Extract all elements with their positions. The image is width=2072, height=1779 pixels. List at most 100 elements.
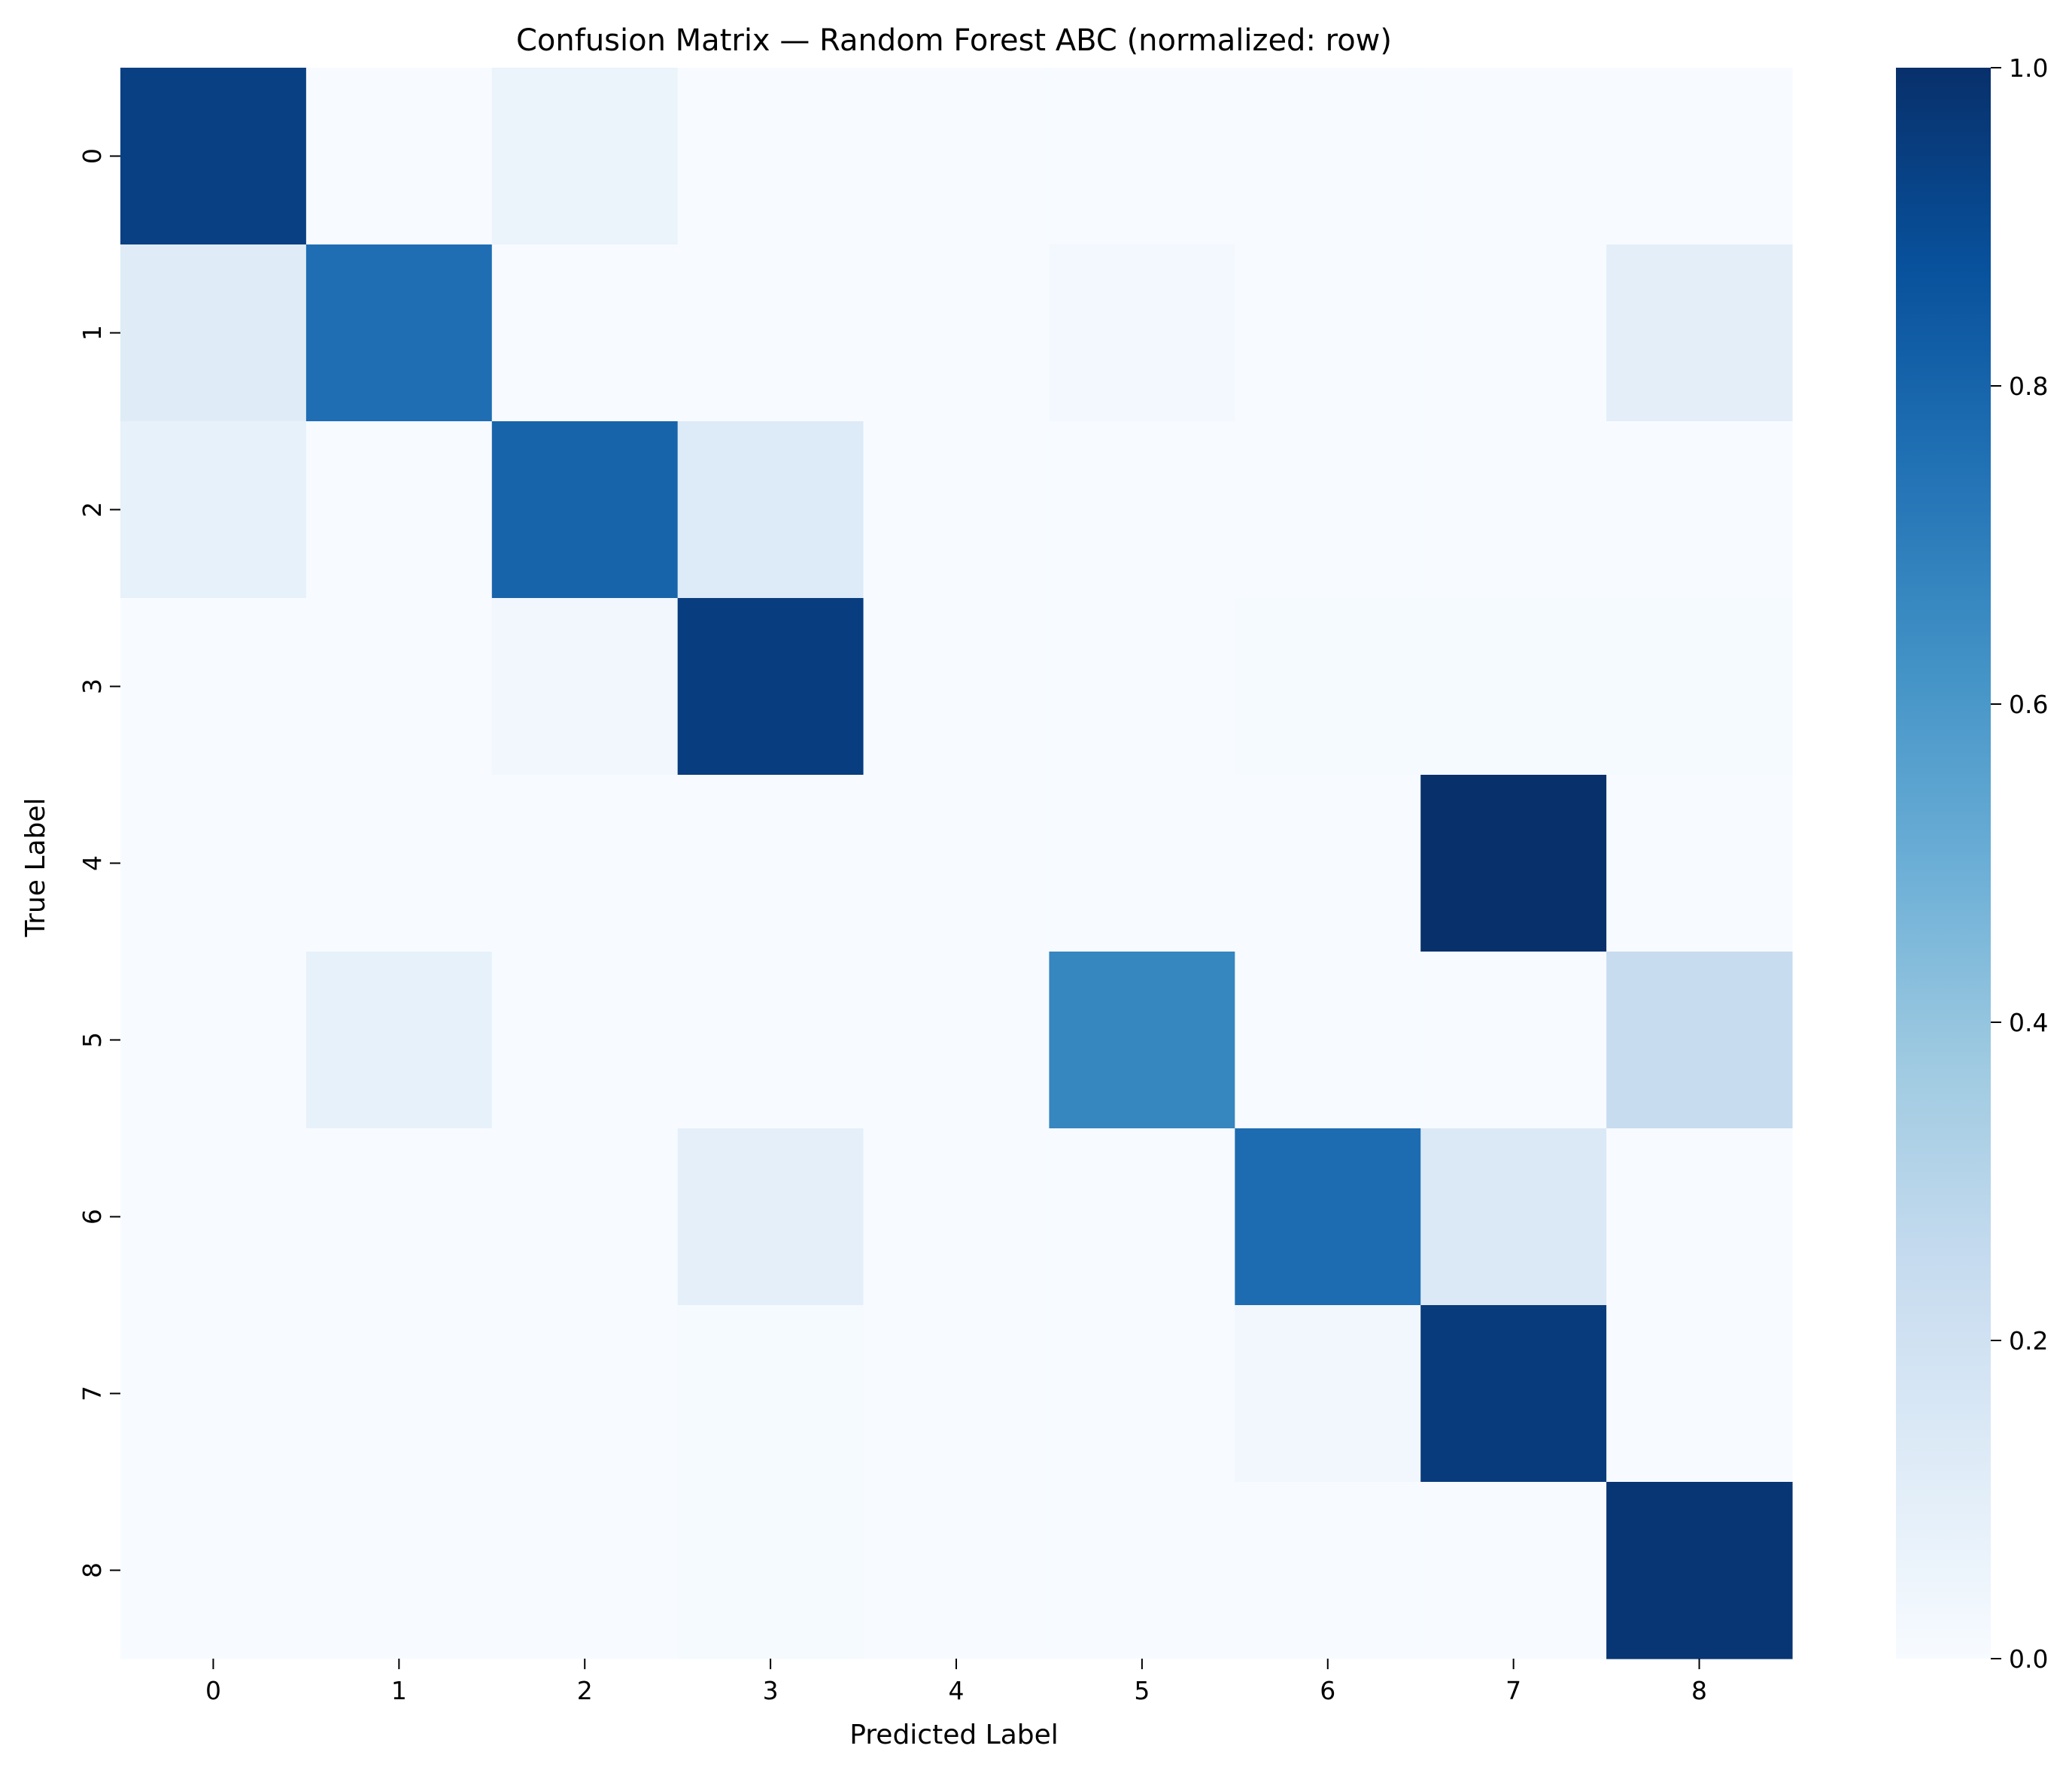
y-axis-label: True Label (20, 797, 51, 937)
cell-3-6 (1235, 598, 1421, 776)
cell-4-5 (1049, 775, 1235, 952)
cell-1-6 (1235, 244, 1421, 422)
cell-3-7 (1420, 598, 1607, 776)
cell-1-7 (1420, 244, 1607, 422)
cell-4-2 (491, 775, 679, 952)
cell-5-6 (1235, 952, 1421, 1129)
y-tick-label: 5 (77, 1032, 107, 1048)
cell-1-8 (1606, 244, 1793, 422)
x-tick-label: 3 (763, 1676, 779, 1705)
cell-3-4 (863, 598, 1050, 776)
cell-4-6 (1235, 775, 1421, 952)
colorbar-tick-label: 0.6 (2009, 690, 2048, 719)
cell-6-3 (677, 1128, 864, 1306)
cell-0-6 (1235, 68, 1421, 245)
cell-8-2 (491, 1482, 679, 1659)
cell-1-3 (677, 244, 864, 422)
cell-6-8 (1606, 1128, 1793, 1306)
colorbar (1896, 68, 1991, 1659)
cell-3-0 (120, 598, 307, 776)
colorbar-tick-label: 0.8 (2009, 372, 2048, 401)
cell-8-6 (1235, 1482, 1421, 1659)
cell-5-0 (120, 952, 307, 1129)
cell-8-0 (120, 1482, 307, 1659)
cell-0-0 (120, 68, 307, 245)
y-tick-label: 8 (77, 1562, 107, 1578)
cell-6-6 (1235, 1128, 1421, 1306)
chart-title: Confusion Matrix — Random Forest ABC (no… (516, 23, 1392, 58)
cell-4-7 (1420, 775, 1607, 952)
x-tick-label: 2 (577, 1676, 593, 1705)
x-tick-label: 5 (1134, 1676, 1150, 1705)
cell-5-4 (863, 952, 1050, 1129)
cell-7-5 (1049, 1305, 1235, 1483)
cell-1-4 (863, 244, 1050, 422)
y-tick-label: 1 (77, 325, 107, 341)
cell-2-4 (863, 421, 1050, 599)
cell-3-1 (305, 598, 493, 776)
colorbar-tick-label: 0.4 (2009, 1008, 2048, 1037)
cell-1-1 (305, 244, 493, 422)
x-tick-label: 7 (1505, 1676, 1521, 1705)
cell-7-0 (120, 1305, 307, 1483)
cell-4-8 (1606, 775, 1793, 952)
cell-6-4 (863, 1128, 1050, 1306)
cell-0-1 (305, 68, 493, 245)
cell-2-6 (1235, 421, 1421, 599)
cell-8-3 (677, 1482, 864, 1659)
y-tick-label: 7 (77, 1386, 107, 1401)
heatmap-cells (120, 68, 1793, 1659)
cell-0-2 (491, 68, 679, 245)
cell-0-7 (1420, 68, 1607, 245)
cell-0-3 (677, 68, 864, 245)
cell-7-7 (1420, 1305, 1607, 1483)
cell-8-5 (1049, 1482, 1235, 1659)
cell-2-5 (1049, 421, 1235, 599)
cell-3-2 (491, 598, 679, 776)
cell-1-0 (120, 244, 307, 422)
y-tick-label: 2 (77, 502, 107, 518)
y-tick-label: 0 (77, 148, 107, 164)
colorbar-tick-label: 0.2 (2009, 1326, 2048, 1356)
cell-8-8 (1606, 1482, 1793, 1659)
cell-3-3 (677, 598, 864, 776)
cell-8-4 (863, 1482, 1050, 1659)
cell-2-2 (491, 421, 679, 599)
cell-7-3 (677, 1305, 864, 1483)
cell-0-5 (1049, 68, 1235, 245)
cell-5-8 (1606, 952, 1793, 1129)
cell-4-4 (863, 775, 1050, 952)
x-tick-label: 4 (949, 1676, 965, 1705)
cell-2-1 (305, 421, 493, 599)
cell-6-1 (305, 1128, 493, 1306)
cell-2-7 (1420, 421, 1607, 599)
cell-8-7 (1420, 1482, 1607, 1659)
colorbar-tick-label: 0.0 (2009, 1644, 2048, 1674)
x-tick-label: 6 (1320, 1676, 1335, 1705)
cell-6-5 (1049, 1128, 1235, 1306)
cell-7-6 (1235, 1305, 1421, 1483)
cell-6-0 (120, 1128, 307, 1306)
colorbar-tick-label: 1.0 (2009, 53, 2048, 83)
cell-7-1 (305, 1305, 493, 1483)
cell-2-0 (120, 421, 307, 599)
x-axis-ticks: 0 1 2 3 4 5 6 7 8 (205, 1659, 1707, 1705)
cell-2-8 (1606, 421, 1793, 599)
x-tick-label: 8 (1691, 1676, 1707, 1705)
cell-5-1 (305, 952, 493, 1129)
cell-7-4 (863, 1305, 1050, 1483)
cell-5-2 (491, 952, 679, 1129)
cell-7-2 (491, 1305, 679, 1483)
colorbar-ticks: 0.0 0.2 0.4 0.6 0.8 1.0 (1991, 53, 2048, 1674)
cell-6-2 (491, 1128, 679, 1306)
y-tick-label: 4 (77, 855, 107, 871)
cell-7-8 (1606, 1305, 1793, 1483)
y-axis-ticks: 0 1 2 3 4 5 6 7 8 (77, 148, 120, 1578)
y-tick-label: 3 (77, 679, 107, 694)
cell-2-3 (677, 421, 864, 599)
cell-3-8 (1606, 598, 1793, 776)
x-axis-label: Predicted Label (849, 1720, 1059, 1750)
y-tick-label: 6 (77, 1209, 107, 1225)
cell-0-4 (863, 68, 1050, 245)
